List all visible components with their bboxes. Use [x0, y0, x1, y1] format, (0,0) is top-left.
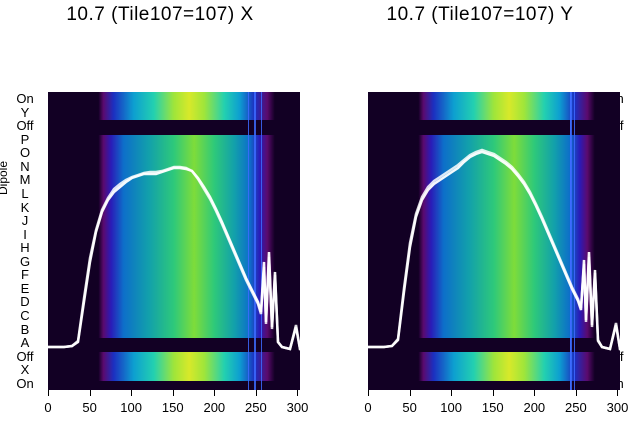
vertical-streak-lines — [567, 92, 592, 390]
dual-heatmap-page: 10.7 (Tile107=107) X Dipole On Y Off P O… — [0, 0, 640, 440]
panel-x-left-labels: On Y Off P O N M L K J I H G F E D C B A… — [2, 92, 48, 390]
panel-y-xaxis: 0 50 100 150 200 250 300 — [368, 390, 620, 430]
panel-y: 10.7 (Tile107=107) Y On Y Off P O N M L … — [320, 0, 640, 440]
panel-x-heatmap[interactable] — [48, 92, 300, 390]
panel-y-title: 10.7 (Tile107=107) Y — [320, 4, 640, 26]
panel-y-heatmap[interactable] — [368, 92, 620, 390]
vertical-streak-lines — [247, 92, 272, 390]
panel-x-title: 10.7 (Tile107=107) X — [0, 4, 320, 26]
panel-x-xaxis: 0 50 100 150 200 250 300 — [48, 390, 300, 430]
panel-x: 10.7 (Tile107=107) X Dipole On Y Off P O… — [0, 0, 320, 440]
